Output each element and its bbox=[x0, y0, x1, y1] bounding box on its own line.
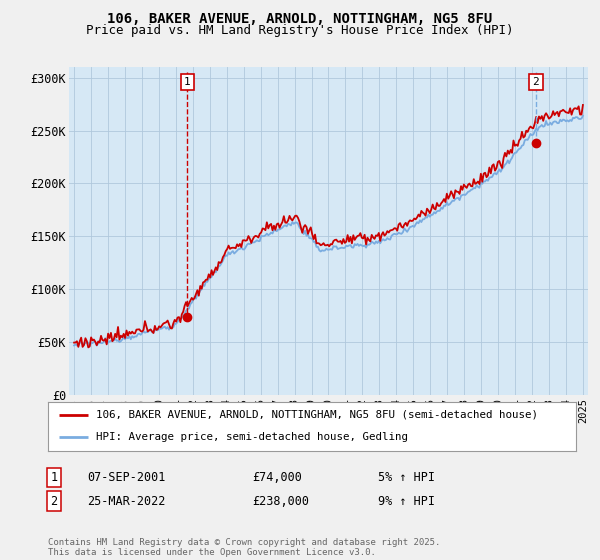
Text: 106, BAKER AVENUE, ARNOLD, NOTTINGHAM, NG5 8FU: 106, BAKER AVENUE, ARNOLD, NOTTINGHAM, N… bbox=[107, 12, 493, 26]
Text: 106, BAKER AVENUE, ARNOLD, NOTTINGHAM, NG5 8FU (semi-detached house): 106, BAKER AVENUE, ARNOLD, NOTTINGHAM, N… bbox=[95, 410, 538, 420]
Text: 1: 1 bbox=[184, 77, 191, 87]
Text: HPI: Average price, semi-detached house, Gedling: HPI: Average price, semi-detached house,… bbox=[95, 432, 407, 442]
Text: 25-MAR-2022: 25-MAR-2022 bbox=[87, 494, 166, 508]
Text: Contains HM Land Registry data © Crown copyright and database right 2025.
This d: Contains HM Land Registry data © Crown c… bbox=[48, 538, 440, 557]
Text: 2: 2 bbox=[50, 494, 58, 508]
Text: £238,000: £238,000 bbox=[252, 494, 309, 508]
Text: 1: 1 bbox=[50, 471, 58, 484]
Text: 5% ↑ HPI: 5% ↑ HPI bbox=[378, 471, 435, 484]
Text: 2: 2 bbox=[533, 77, 539, 87]
Text: £74,000: £74,000 bbox=[252, 471, 302, 484]
Text: Price paid vs. HM Land Registry's House Price Index (HPI): Price paid vs. HM Land Registry's House … bbox=[86, 24, 514, 36]
Text: 07-SEP-2001: 07-SEP-2001 bbox=[87, 471, 166, 484]
Text: 9% ↑ HPI: 9% ↑ HPI bbox=[378, 494, 435, 508]
